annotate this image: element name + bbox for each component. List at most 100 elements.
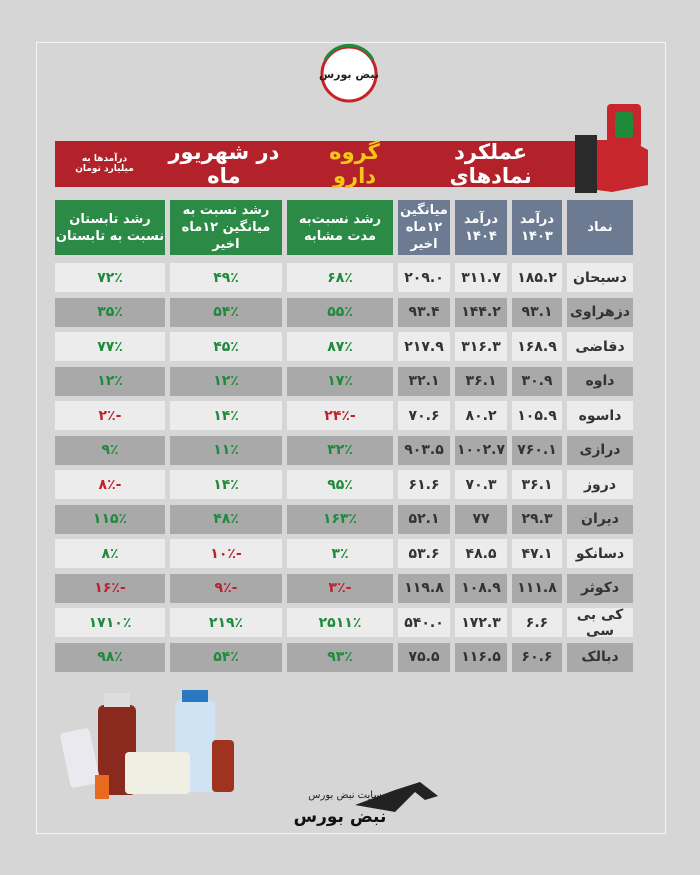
header-line: ۱۴۰۳ — [521, 228, 553, 244]
table-cell: ۱۰۵.۹ — [512, 401, 562, 430]
site-text: سایت نبض بورس — [308, 790, 381, 801]
logo-circle — [320, 45, 378, 103]
table-cell: ۹۳.۴ — [398, 297, 450, 327]
unit-note: درآمدها به میلیارد تومان — [62, 145, 147, 183]
header-line: نسبت به تابستان — [55, 228, 165, 244]
table-cell: ۱۱٪ — [170, 435, 282, 465]
table-cell: دسانکو — [567, 539, 633, 568]
table-cell: ۵۴٪ — [170, 297, 282, 327]
header-line: نماد — [587, 220, 613, 235]
table-cell: دقاضی — [567, 332, 633, 361]
header-line: درآمد — [519, 211, 555, 227]
table-cell: داوه — [567, 366, 633, 396]
table-cell: ۳۵٪ — [55, 297, 165, 327]
table-cell: ۴۷.۱ — [512, 539, 562, 568]
table-cell: ۳۶.۱ — [455, 366, 507, 396]
header-cell: درآمد ۱۴۰۳ — [512, 200, 562, 255]
header-cell: رشد نسبت‌به مدت مشابه — [287, 200, 393, 255]
logo-arc — [323, 43, 375, 61]
table-cell: ۱۷۱۰٪ — [55, 608, 165, 637]
bull — [355, 782, 438, 812]
table-cell: دکوثر — [567, 573, 633, 603]
table-cell: ۸٪ — [55, 539, 165, 568]
table-cell: ۱۴۴.۲ — [455, 297, 507, 327]
table-cell: ۱۲٪ — [55, 366, 165, 396]
table-cell: ۹۳.۱ — [512, 297, 562, 327]
header-cell: نماد — [567, 200, 633, 255]
table-cell: ۸۷٪ — [287, 332, 393, 361]
header-line: میانگین ۱۲ماه اخیر — [181, 220, 271, 252]
table-cell: ۳۱۶.۳ — [455, 332, 507, 361]
table-cell: ۷۷ — [455, 504, 507, 534]
table-cell: ۲۱۷.۹ — [398, 332, 450, 361]
header-line: مدت مشابه — [303, 228, 377, 244]
table-cell: ۷۶۰.۱ — [512, 435, 562, 465]
table-cell: ۷۰.۳ — [455, 470, 507, 499]
header-line: رشد نسبت‌به — [298, 211, 382, 227]
table-cell: ۱۱۶.۵ — [455, 642, 507, 672]
header-line: رشد نسبت به — [182, 203, 270, 218]
header-cell: رشد نسبت به میانگین ۱۲ماه اخیر — [170, 200, 282, 255]
table-cell: ۲۱۹٪ — [170, 608, 282, 637]
header-line: ۱۴۰۴ — [465, 228, 497, 244]
table-cell: دروز — [567, 470, 633, 499]
table-cell: ۹۰۳.۵ — [398, 435, 450, 465]
table-cell: ۹۸٪ — [55, 642, 165, 672]
header-line: درآمد — [463, 211, 499, 227]
table-cell: ۷۲٪ — [55, 263, 165, 292]
table-cell: ۴۸٪ — [170, 504, 282, 534]
table-cell: ۳۰.۹ — [512, 366, 562, 396]
table-cell: ۲۹.۳ — [512, 504, 562, 534]
table-cell: ۳۲٪ — [287, 435, 393, 465]
box-inner — [615, 112, 633, 138]
table-cell: دبالک — [567, 642, 633, 672]
table-cell: داسوه — [567, 401, 633, 430]
table-cell: ۲۵۱۱٪ — [287, 608, 393, 637]
header-cell: میانگین ۱۲ماه اخیر — [398, 200, 450, 255]
table-cell: ۵۵٪ — [287, 297, 393, 327]
table-cell: ۱۱۱.۸ — [512, 573, 562, 603]
header-line: میانگین — [400, 203, 448, 218]
title: عملکرد نمادهای گروه دارو در شهریور ماه — [150, 140, 570, 188]
table-cell: ۱۷٪ — [287, 366, 393, 396]
table-cell: -۳٪ — [287, 573, 393, 603]
table-cell: ۳۲.۱ — [398, 366, 450, 396]
frame — [36, 42, 666, 834]
table-cell: ۱۱۹.۸ — [398, 573, 450, 603]
table-cell: ۱۰۸.۹ — [455, 573, 507, 603]
medicine — [60, 690, 234, 799]
title-part: در شهریور ماه — [168, 140, 280, 188]
table-cell: دسبحان — [567, 263, 633, 292]
table-cell: ۷۷٪ — [55, 332, 165, 361]
table-cell: ۶۱.۶ — [398, 470, 450, 499]
table-cell: ۴۹٪ — [170, 263, 282, 292]
table-cell: ۱۸۵.۲ — [512, 263, 562, 292]
table-cell: ۲۰۹.۰ — [398, 263, 450, 292]
table-cell: ۶۸٪ — [287, 263, 393, 292]
table-cell: کی بی سی — [567, 607, 633, 639]
table-cell: ۱۷۲.۳ — [455, 608, 507, 637]
header-cell: رشد تابستان نسبت به تابستان — [55, 200, 165, 255]
header-line: رشد تابستان — [69, 211, 151, 227]
logo-text: نبض بورس — [319, 68, 379, 81]
table-cell: ۵۳.۶ — [398, 539, 450, 568]
header-line: ۱۲ماه اخیر — [405, 220, 443, 252]
table-cell: ۶.۶ — [512, 608, 562, 637]
table-cell: ۳٪ — [287, 539, 393, 568]
title-highlight: گروه دارو — [329, 140, 380, 188]
table-cell: ۱۲٪ — [170, 366, 282, 396]
table-cell: ۷۵.۵ — [398, 642, 450, 672]
table-cell: ۱۴٪ — [170, 401, 282, 430]
table-cell: -۹٪ — [170, 573, 282, 603]
table-cell: دزهراوی — [567, 297, 633, 327]
table-cell: -۲۴٪ — [287, 401, 393, 430]
table-cell: ۱۰۰۲.۷ — [455, 435, 507, 465]
table-cell: ۱۶۳٪ — [287, 504, 393, 534]
table-cell: ۹۵٪ — [287, 470, 393, 499]
table-cell: ۹٪ — [55, 435, 165, 465]
table-cell: ۶۰.۶ — [512, 642, 562, 672]
table-cell: -۱۶٪ — [55, 573, 165, 603]
table-cell: ۹۳٪ — [287, 642, 393, 672]
